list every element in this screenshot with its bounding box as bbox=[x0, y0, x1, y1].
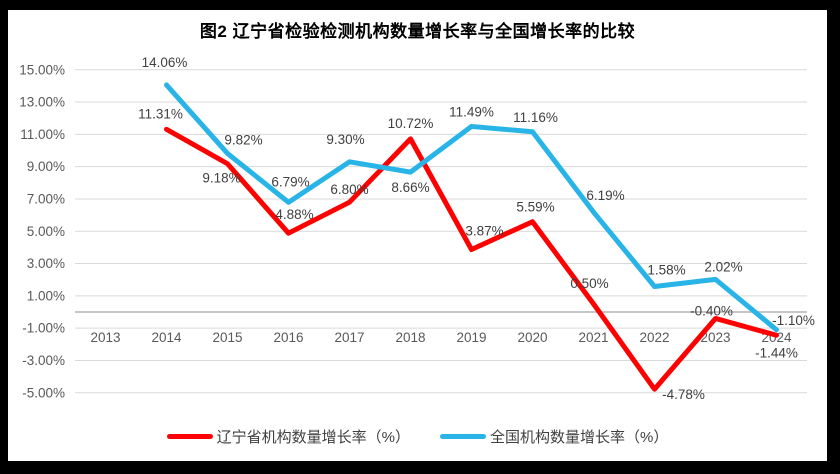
data-label-liaoning: -4.78% bbox=[662, 387, 705, 402]
data-label-liaoning: 10.72% bbox=[388, 116, 434, 131]
legend-swatch-national bbox=[440, 434, 486, 439]
data-label-liaoning: 0.50% bbox=[570, 276, 608, 291]
x-axis-tick-label: 2019 bbox=[456, 330, 486, 345]
x-axis-tick-label: 2022 bbox=[639, 330, 669, 345]
x-axis-tick-label: 2018 bbox=[395, 330, 425, 345]
x-axis-tick-label: 2016 bbox=[273, 330, 303, 345]
y-axis-tick-label: 15.00% bbox=[19, 62, 65, 77]
y-axis-tick-label: -3.00% bbox=[22, 353, 65, 368]
data-label-liaoning: 11.31% bbox=[138, 106, 183, 121]
series-line-national bbox=[164, 82, 779, 333]
data-label-national: 9.30% bbox=[326, 132, 364, 147]
chart-title: 图2 辽宁省检验检测机构数量增长率与全国增长率的比较 bbox=[199, 22, 636, 41]
y-axis-tick-label: 5.00% bbox=[27, 224, 65, 239]
x-axis-tick-label: 2021 bbox=[578, 330, 608, 345]
data-label-liaoning: 3.87% bbox=[465, 223, 503, 238]
x-axis-tick-label: 2023 bbox=[700, 330, 730, 345]
x-axis-tick-label: 2015 bbox=[212, 330, 242, 345]
y-axis-tick-label: 7.00% bbox=[27, 191, 65, 206]
data-label-national: 6.19% bbox=[586, 188, 624, 203]
data-label-liaoning: -0.40% bbox=[690, 303, 733, 318]
legend-item-liaoning: 辽宁省机构数量增长率（%） bbox=[166, 426, 410, 447]
data-label-liaoning: 5.59% bbox=[516, 200, 554, 215]
x-axis-tick-label: 2020 bbox=[517, 330, 547, 345]
x-axis-tick-label: 2017 bbox=[334, 330, 364, 345]
y-axis-tick-label: -5.00% bbox=[22, 385, 65, 400]
x-axis-tick-label: 2013 bbox=[90, 330, 120, 345]
y-axis-tick-label: -1.00% bbox=[22, 321, 65, 336]
chart-legend: 辽宁省机构数量增长率（%） 全国机构数量增长率（%） bbox=[8, 426, 827, 447]
data-label-liaoning: 6.80% bbox=[330, 182, 368, 197]
y-axis-tick-label: 1.00% bbox=[27, 288, 65, 303]
x-axis-tick-label: 2014 bbox=[151, 330, 182, 345]
y-axis-tick-label: 13.00% bbox=[19, 95, 65, 110]
data-label-national: 6.79% bbox=[271, 174, 309, 189]
data-label-national: 11.49% bbox=[449, 104, 494, 119]
legend-label-liaoning: 辽宁省机构数量增长率（%） bbox=[216, 429, 410, 446]
series-line-liaoning bbox=[164, 126, 779, 392]
y-axis-tick-label: 11.00% bbox=[20, 127, 65, 142]
data-label-liaoning: 9.18% bbox=[202, 171, 240, 186]
line-chart: 15.00% 13.00% 11.00% 9.00% 7.00% 5.00% 3.00% 1.… bbox=[19, 55, 815, 402]
data-label-national: -1.10% bbox=[772, 313, 815, 328]
legend-label-national: 全国机构数量增长率（%） bbox=[490, 429, 669, 446]
y-axis-tick-label: 9.00% bbox=[27, 159, 65, 174]
legend-item-national: 全国机构数量增长率（%） bbox=[440, 426, 668, 447]
data-label-liaoning: -1.44% bbox=[755, 345, 798, 360]
data-label-national: 2.02% bbox=[704, 259, 742, 274]
data-label-national: 9.82% bbox=[224, 132, 262, 147]
y-axis-tick-label: 3.00% bbox=[27, 256, 65, 271]
data-label-liaoning: 4.88% bbox=[275, 207, 313, 222]
data-label-national: 14.06% bbox=[142, 55, 188, 70]
legend-swatch-liaoning bbox=[166, 434, 213, 439]
chart-area: 图2 辽宁省检验检测机构数量增长率与全国增长率的比较 15.00% 13.00% 1… bbox=[8, 10, 827, 461]
data-label-national: 11.16% bbox=[513, 110, 558, 125]
data-label-national: 1.58% bbox=[647, 262, 685, 277]
data-label-national: 8.66% bbox=[391, 180, 429, 195]
